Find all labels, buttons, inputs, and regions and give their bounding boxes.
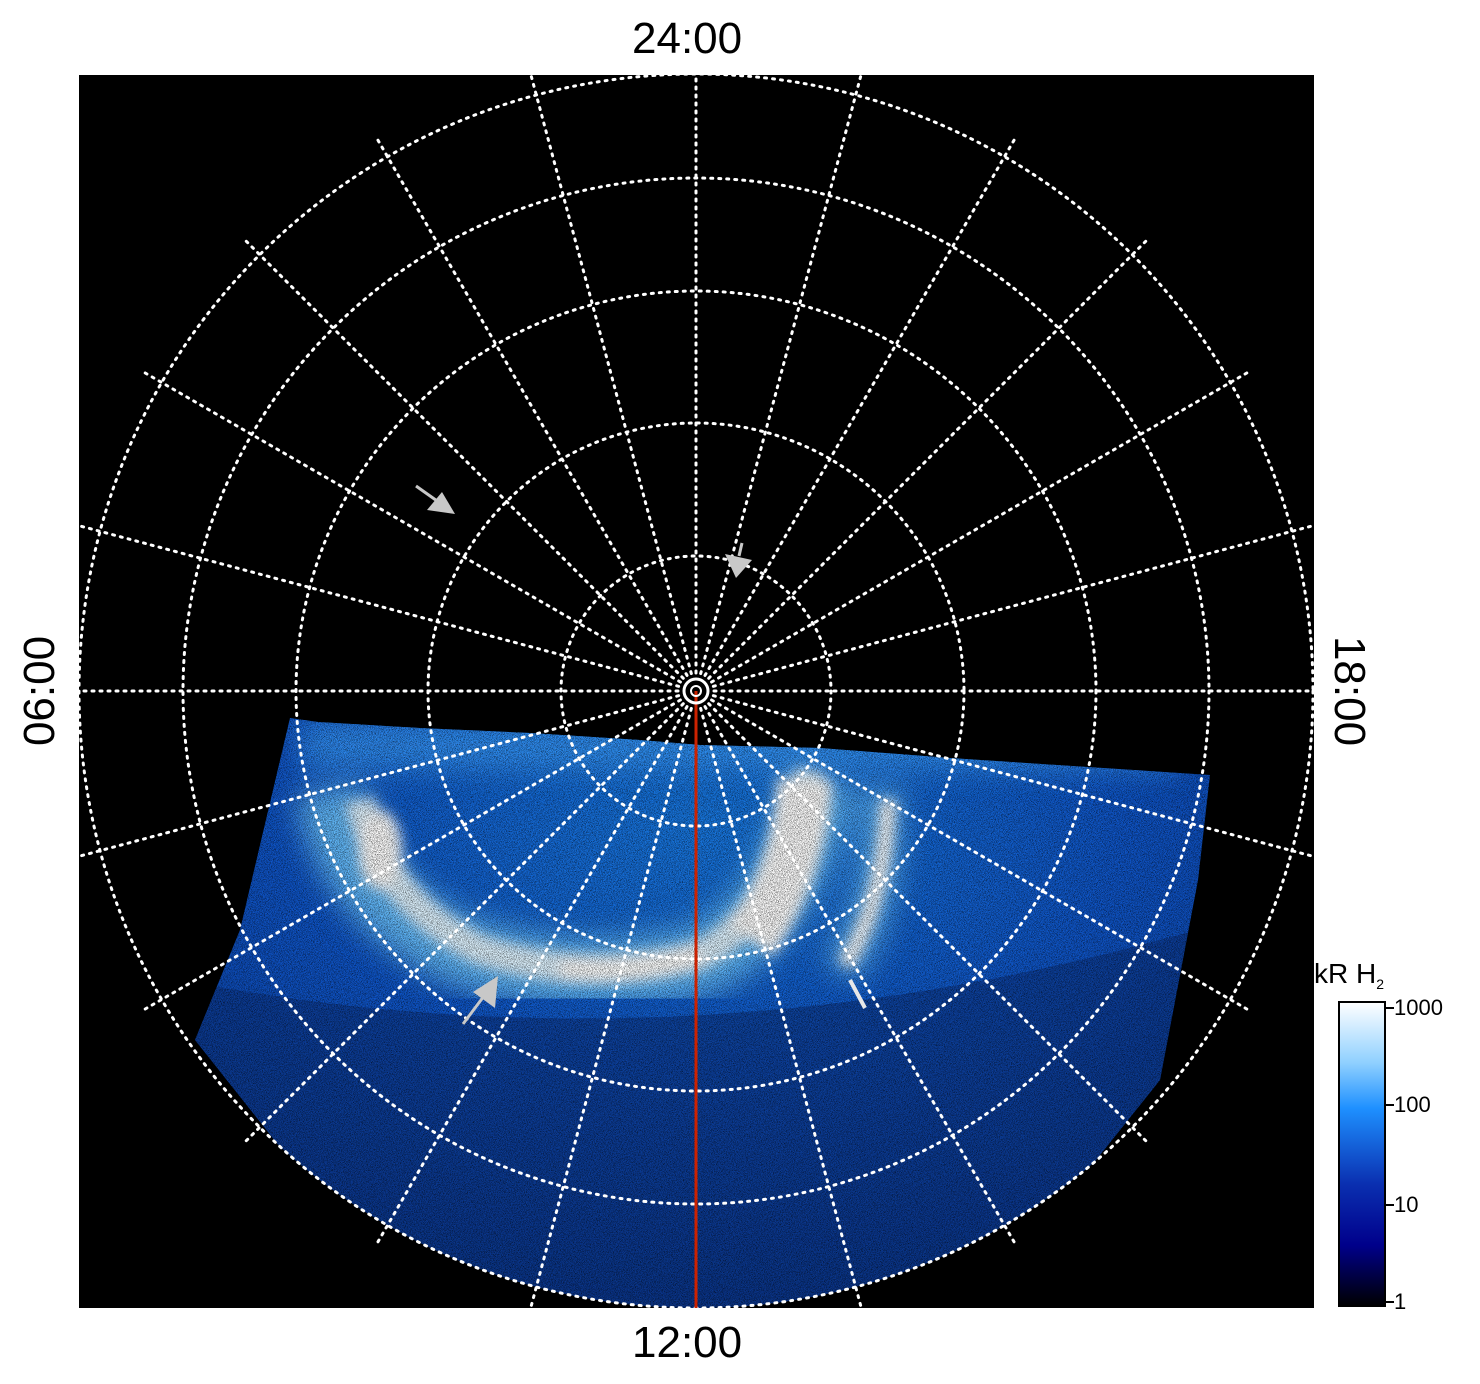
colorbar-tick-label: 1	[1394, 1289, 1407, 1314]
grid-meridian	[241, 702, 685, 1146]
colorbar	[1338, 1001, 1386, 1307]
annotation-line-lower-right	[848, 979, 867, 1009]
colorbar-tick-label: 100	[1394, 1092, 1431, 1117]
grid-meridian	[529, 75, 693, 676]
annotation-arrow-upper-left	[415, 484, 455, 514]
pole-marker-outer	[682, 677, 710, 705]
grid-meridian	[699, 75, 863, 676]
colorbar-unit-subscript: 2	[1376, 976, 1385, 992]
grid-meridian	[374, 705, 689, 1247]
colorbar-unit-label: kR H2	[1314, 958, 1385, 992]
grid-meridian	[529, 706, 693, 1308]
grid-circle	[294, 289, 1098, 1093]
label-local-time-left: 06:00	[15, 635, 64, 747]
grid-meridian	[707, 236, 1151, 680]
grid-meridian	[79, 694, 681, 858]
grid-meridian	[699, 706, 863, 1308]
grid-meridian	[710, 698, 1252, 1013]
grid-meridian	[703, 705, 1018, 1247]
label-local-time-top: 24:00	[632, 14, 743, 63]
grid-meridian	[710, 369, 1252, 684]
grid-meridian	[711, 694, 1314, 859]
grid-meridian	[711, 523, 1314, 688]
label-local-time-bottom: 12:00	[632, 1318, 743, 1367]
colorbar-ticks	[1385, 1007, 1394, 1303]
grid-meridian	[707, 702, 1151, 1146]
label-local-time-right: 18:00	[1325, 635, 1374, 747]
grid-meridian	[703, 135, 1018, 677]
pole-marker-inner	[690, 685, 702, 697]
colorbar-tick-label: 10	[1394, 1192, 1419, 1217]
grid-meridian	[241, 236, 685, 680]
annotation-arrow-lower-left	[461, 976, 498, 1025]
annotation-arrow-center	[725, 542, 752, 578]
grid-circle	[559, 554, 833, 828]
colorbar-unit-main: kR H	[1314, 958, 1377, 989]
grid-meridian	[140, 369, 682, 684]
colorbar-tick-label: 1000	[1394, 995, 1443, 1020]
grid-meridian	[140, 698, 682, 1013]
grid-meridian	[374, 135, 689, 677]
grid-meridian	[79, 524, 681, 688]
